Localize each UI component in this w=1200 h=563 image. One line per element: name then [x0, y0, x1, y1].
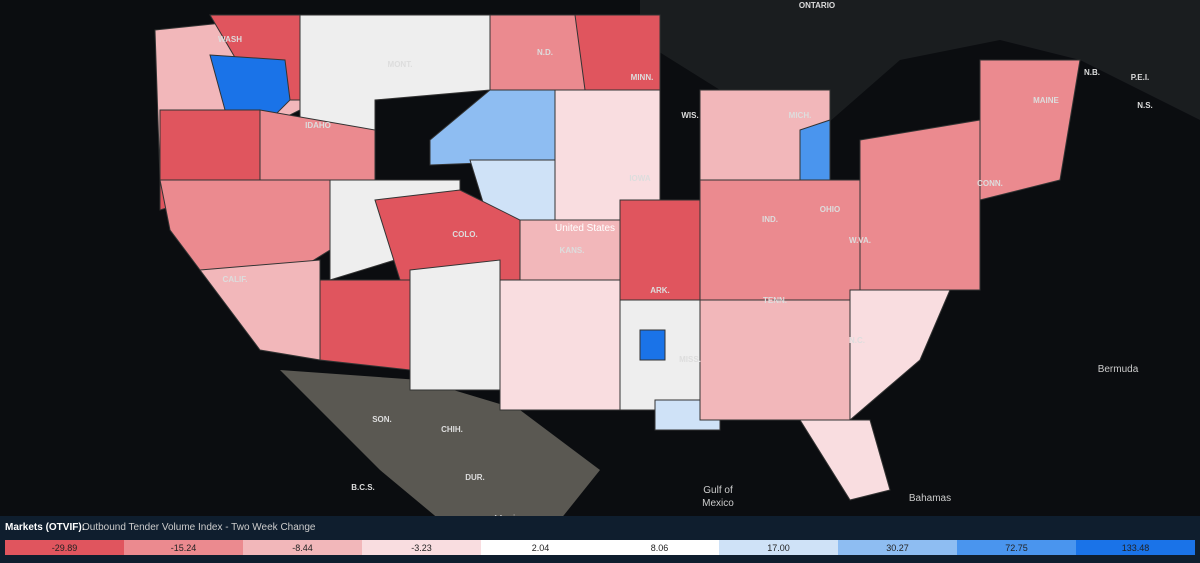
place-label: MINN. [631, 73, 654, 82]
legend-label: 30.27 [886, 543, 909, 553]
legend: Markets (OTVIF): Outbound Tender Volume … [0, 516, 1200, 563]
legend-label: 72.75 [1005, 543, 1028, 553]
place-label: N.C. [849, 336, 865, 345]
legend-label: -15.24 [171, 543, 197, 553]
legend-label: 17.00 [767, 543, 790, 553]
legend-label: 2.04 [532, 543, 550, 553]
place-label: ONTARIO [799, 1, 835, 10]
place-label: MICH. [789, 111, 812, 120]
place-label: CONN. [977, 179, 1003, 188]
legend-label: 8.06 [651, 543, 669, 553]
mexico-land [280, 370, 600, 520]
legend-swatch [243, 540, 362, 555]
legend-label: 133.48 [1122, 543, 1150, 553]
place-label: IOWA [629, 174, 651, 183]
place-label: KANS. [560, 246, 585, 255]
place-label: P.E.I. [1131, 73, 1150, 82]
place-label: MONT. [388, 60, 413, 69]
place-label: WASH [218, 35, 242, 44]
place-label: IDAHO [305, 121, 331, 130]
place-label: TENN. [763, 296, 787, 305]
place-label: B.C.S. [351, 483, 375, 492]
place-label: WIS. [681, 111, 698, 120]
legend-label: -8.44 [292, 543, 313, 553]
place-label: IND. [762, 215, 778, 224]
place-label: CHIH. [441, 425, 463, 434]
legend-swatch [481, 540, 600, 555]
legend-swatch [957, 540, 1076, 555]
place-label: CALIF. [223, 275, 248, 284]
place-label: DUR. [465, 473, 485, 482]
legend-subtitle: Outbound Tender Volume Index - Two Week … [82, 522, 316, 533]
place-label: ARK. [650, 286, 670, 295]
place-label: Bermuda [1098, 364, 1139, 375]
place-label: OHIO [820, 205, 840, 214]
place-label: N.D. [537, 48, 553, 57]
place-label: Mexico [702, 498, 734, 509]
legend-swatch [5, 540, 124, 555]
legend-swatch [719, 540, 838, 555]
place-label: Gulf of [703, 485, 733, 496]
legend-title: Markets (OTVIF): [5, 522, 85, 533]
legend-swatch [124, 540, 243, 555]
place-label: W.VA. [849, 236, 871, 245]
legend-swatch [362, 540, 481, 555]
legend-swatch [1076, 540, 1195, 555]
legend-label: -29.89 [52, 543, 78, 553]
legend-panel [0, 516, 1200, 563]
place-label: United States [555, 223, 615, 234]
legend-label: -3.23 [411, 543, 432, 553]
legend-swatch [838, 540, 957, 555]
place-label: COLO. [452, 230, 477, 239]
place-label: SON. [372, 415, 392, 424]
place-label: N.B. [1084, 68, 1100, 77]
place-label: MAINE [1033, 96, 1059, 105]
regions [154, 14, 1081, 501]
legend-swatch [600, 540, 719, 555]
place-label: Bahamas [909, 493, 951, 504]
place-label: N.S. [1137, 101, 1153, 110]
place-label: MISS. [679, 355, 701, 364]
